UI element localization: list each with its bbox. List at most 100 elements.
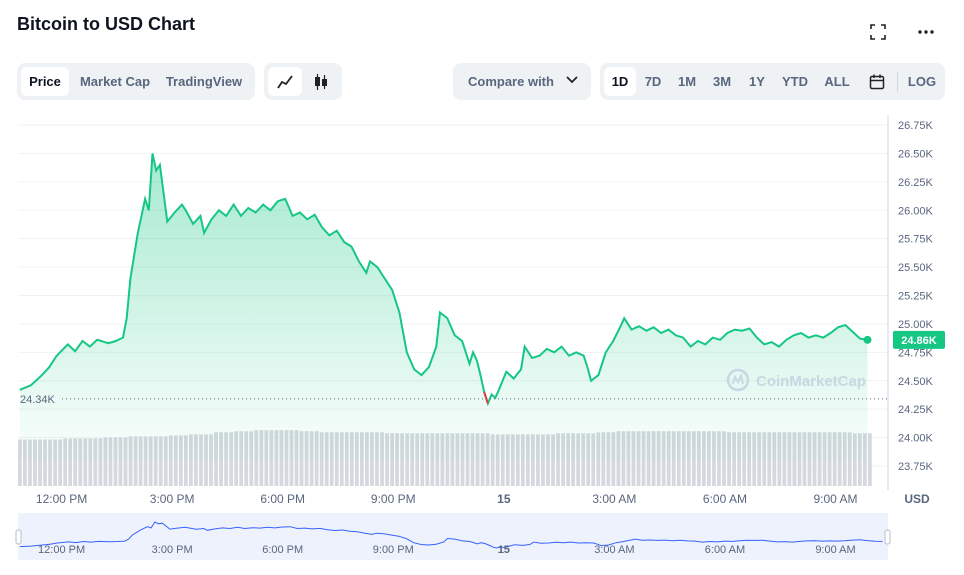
- volume-bar: [23, 439, 27, 486]
- chart-type-tabs: Price Market Cap TradingView: [17, 63, 255, 100]
- log-scale-toggle[interactable]: LOG: [907, 74, 937, 89]
- navigator-x-tick-label: 12:00 PM: [38, 544, 85, 556]
- range-1d[interactable]: 1D: [604, 67, 636, 96]
- compare-with-dropdown[interactable]: Compare with: [453, 63, 591, 100]
- line-chart-icon[interactable]: [268, 67, 302, 96]
- tab-market-cap[interactable]: Market Cap: [79, 74, 151, 89]
- volume-bar: [113, 437, 118, 486]
- volume-bar: [88, 438, 93, 486]
- y-tick-label: 25.50K: [898, 262, 934, 274]
- volume-bar: [128, 436, 133, 486]
- volume-bar: [73, 438, 78, 486]
- current-price-badge: [893, 330, 945, 349]
- y-tick-label: 24.00K: [898, 433, 934, 445]
- navigator-x-tick-label: 6:00 AM: [705, 544, 745, 556]
- volume-bar: [123, 437, 128, 486]
- range-7d[interactable]: 7D: [644, 74, 662, 89]
- tab-tradingview[interactable]: TradingView: [165, 74, 243, 89]
- range-1y[interactable]: 1Y: [749, 74, 765, 89]
- coinmarketcap-logo: CoinMarketCap: [726, 368, 866, 392]
- volume-bar: [53, 439, 58, 486]
- calendar-icon[interactable]: [862, 67, 892, 96]
- x-tick-label: 3:00 AM: [592, 492, 636, 506]
- candlestick-icon[interactable]: [304, 67, 338, 96]
- more-dots-glyph: [918, 30, 934, 34]
- volume-bar: [48, 439, 52, 486]
- tab-price[interactable]: Price: [21, 67, 69, 96]
- time-range-selector: 1D 7D 1M 3M 1Y YTD ALL LOG: [600, 63, 945, 100]
- volume-bar: [158, 436, 163, 486]
- price-line: [19, 153, 868, 407]
- navigator-x-tick-label: 15: [498, 544, 510, 556]
- compare-with-label: Compare with: [468, 74, 554, 89]
- chart-style-toggle: [264, 63, 342, 100]
- chevron-down-icon: [566, 76, 578, 84]
- x-tick-label: 3:00 PM: [150, 492, 195, 506]
- y-tick-label: 26.50K: [898, 148, 934, 160]
- price-line-below-open: [483, 391, 489, 404]
- volume-bar: [178, 435, 183, 486]
- watermark-text: CoinMarketCap: [756, 373, 866, 390]
- currency-label: USD: [904, 492, 930, 506]
- volume-bar: [18, 439, 22, 486]
- volume-bar: [33, 439, 37, 486]
- volume-bar: [153, 436, 158, 486]
- x-tick-label: 6:00 PM: [260, 492, 305, 506]
- volume-bar: [93, 438, 98, 486]
- price-area-fill: [19, 153, 868, 461]
- volume-bar: [108, 437, 113, 486]
- range-navigator[interactable]: 12:00 PM 3:00 PM 6:00 PM 9:00 PM 15 3:00 AM 6:…: [15, 513, 891, 560]
- navigator-handle-left: [15, 529, 22, 545]
- y-tick-label: 24.75K: [898, 347, 934, 359]
- navigator-x-tick-label: 3:00 PM: [152, 544, 193, 556]
- navigator-x-tick-label: 6:00 PM: [262, 544, 303, 556]
- more-dots-icon[interactable]: [915, 21, 937, 43]
- x-tick-label: 9:00 PM: [371, 492, 416, 506]
- range-ytd[interactable]: YTD: [782, 74, 808, 89]
- price-area: [19, 153, 872, 461]
- y-tick-label: 25.75K: [898, 234, 934, 246]
- y-tick-label: 25.00K: [898, 319, 934, 331]
- range-divider: [897, 72, 898, 92]
- x-tick-label: 6:00 AM: [703, 492, 747, 506]
- volume-bar: [163, 436, 168, 486]
- range-1m[interactable]: 1M: [677, 74, 697, 89]
- axes: 26.75K 26.50K 26.25K 26.00K 25.75K 25.50K 25.2…: [36, 115, 945, 506]
- fullscreen-icon[interactable]: [867, 21, 889, 43]
- volume-bar: [138, 436, 143, 486]
- navigator-x-tick-label: 9:00 AM: [815, 544, 855, 556]
- volume-bar: [173, 435, 178, 486]
- range-all[interactable]: ALL: [824, 74, 850, 89]
- volume-bar: [98, 438, 103, 486]
- navigator-handle-right: [884, 529, 891, 545]
- open-reference-label: 24.34K: [20, 394, 56, 406]
- navigator-x-tick-label: 3:00 AM: [594, 544, 634, 556]
- x-tick-label: 15: [497, 492, 511, 506]
- volume-bar: [58, 439, 63, 486]
- navigator-x-tick-label: 9:00 PM: [373, 544, 414, 556]
- y-tick-label: 24.50K: [898, 376, 934, 388]
- range-3m[interactable]: 3M: [712, 74, 732, 89]
- volume-bar: [118, 437, 123, 486]
- fullscreen-icon-glyph: [870, 24, 886, 40]
- volume-bar: [168, 435, 173, 486]
- page-title: Bitcoin to USD Chart: [17, 14, 195, 34]
- navigator-line: [19, 521, 883, 549]
- x-tick-label: 9:00 AM: [813, 492, 857, 506]
- line-chart-glyph: [277, 75, 293, 89]
- candlestick-glyph: [315, 74, 327, 90]
- volume-bar: [867, 433, 872, 486]
- y-tick-label: 26.00K: [898, 205, 934, 217]
- volume-bar: [38, 439, 42, 486]
- y-tick-label: 26.25K: [898, 177, 934, 189]
- volume-bar: [28, 439, 32, 486]
- calendar-glyph: [869, 74, 885, 90]
- volume-bar: [133, 436, 138, 486]
- volume-bar: [183, 435, 188, 486]
- volume-bar: [78, 438, 83, 486]
- volume-bar: [83, 438, 88, 486]
- y-tick-label: 23.75K: [898, 461, 934, 473]
- navigator-background: [18, 513, 888, 560]
- current-price-dot: [863, 335, 872, 344]
